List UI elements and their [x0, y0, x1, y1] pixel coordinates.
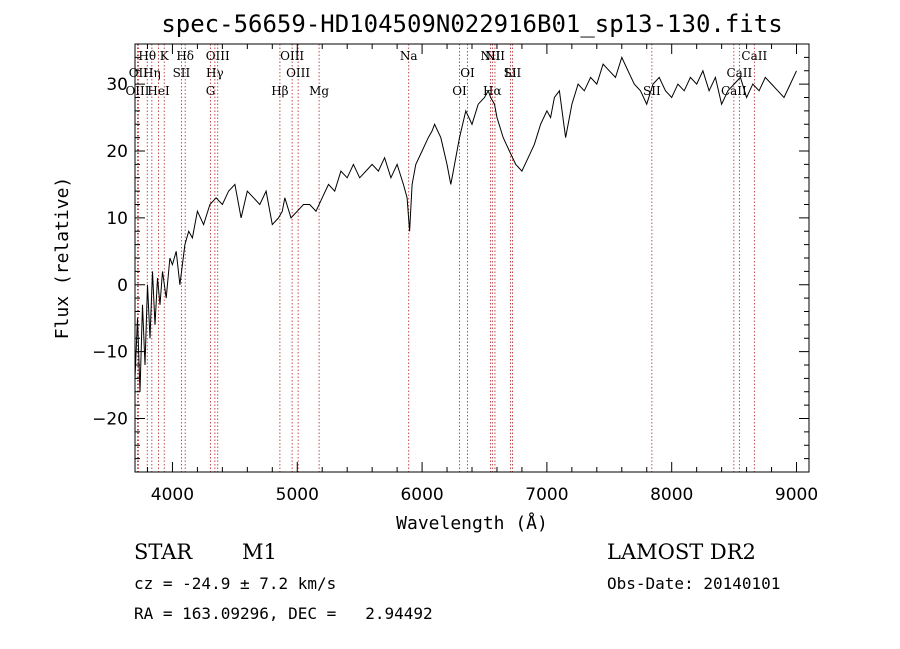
redshift-value: cz = -24.9 ± 7.2 km/s — [134, 574, 337, 593]
spectral-line-label: Li — [505, 66, 517, 80]
spectral-line-label: CaII — [726, 66, 752, 80]
spectral-line-label: Hβ — [271, 84, 288, 98]
x-tick-label: 4000 — [151, 485, 194, 505]
y-axis-ticks: −20 −10 0 10 20 30 — [92, 56, 809, 460]
spectral-line-labels: Hθ OII OIII K Hη HeI Hδ SII G OIII Hγ Hβ OIII OIII Mg N… — [125, 49, 767, 98]
y-tick-label: −20 — [92, 410, 128, 430]
x-tick-label: 5000 — [276, 485, 319, 505]
spectral-line-label: Na — [400, 49, 418, 63]
spectral-line-label: OIII — [280, 49, 304, 63]
spectral-line-label: OIII — [206, 49, 230, 63]
spectral-line-label: CaII — [741, 49, 767, 63]
spectral-line-label: Hα — [483, 84, 502, 98]
spectral-line-label: SII — [504, 66, 522, 80]
x-axis-label: Wavelength (Å) — [396, 512, 548, 534]
spectral-line-label: HeI — [147, 84, 170, 98]
x-tick-label: 8000 — [650, 485, 693, 505]
spectral-line-label: Mg — [309, 84, 329, 98]
x-tick-label: 9000 — [775, 485, 818, 505]
spectral-line-label: Hδ — [176, 49, 194, 63]
plot-frame — [134, 43, 810, 473]
y-tick-label: 0 — [117, 276, 128, 296]
spectral-line-label: Hθ — [138, 49, 156, 63]
x-tick-label: 7000 — [525, 485, 568, 505]
spectral-line-label: Hγ — [206, 66, 224, 80]
spectral-line-label: OII — [129, 66, 149, 80]
y-tick-label: 30 — [106, 75, 128, 95]
spectral-line-label: NII — [480, 49, 500, 63]
y-axis-label: Flux (relative) — [52, 177, 73, 340]
observation-date: Obs-Date: 20140101 — [607, 574, 781, 593]
spectral-line-label: OI — [460, 66, 475, 80]
spectral-line-label: G — [206, 84, 216, 98]
object-class: STAR — [134, 540, 193, 564]
spectral-line-label: K — [160, 49, 170, 63]
spectral-line-label: OIII — [125, 84, 149, 98]
object-subclass: M1 — [242, 540, 277, 564]
y-tick-label: 10 — [106, 209, 128, 229]
coordinates: RA = 163.09296, DEC = 2.94492 — [134, 604, 433, 623]
spectral-line-label: OIII — [286, 66, 310, 80]
spectral-line-label: OI — [452, 84, 467, 98]
spectral-line-label: SII — [643, 84, 661, 98]
spectral-line-markers — [137, 44, 755, 472]
chart-title: spec-56659-HD104509N022916B01_sp13-130.f… — [161, 10, 782, 38]
x-axis-ticks: 4000 5000 6000 7000 8000 9000 — [146, 44, 818, 505]
y-tick-label: −10 — [92, 343, 128, 363]
y-tick-label: 20 — [106, 142, 128, 162]
survey-name: LAMOST DR2 — [607, 540, 756, 564]
spectrum-series-line — [134, 56, 797, 392]
spectral-line-label: NII — [485, 49, 505, 63]
spectral-line-label: Hη — [143, 66, 161, 80]
spectral-line-label: CaII — [721, 84, 747, 98]
spectral-line-label: SII — [173, 66, 191, 80]
x-tick-label: 6000 — [400, 485, 443, 505]
